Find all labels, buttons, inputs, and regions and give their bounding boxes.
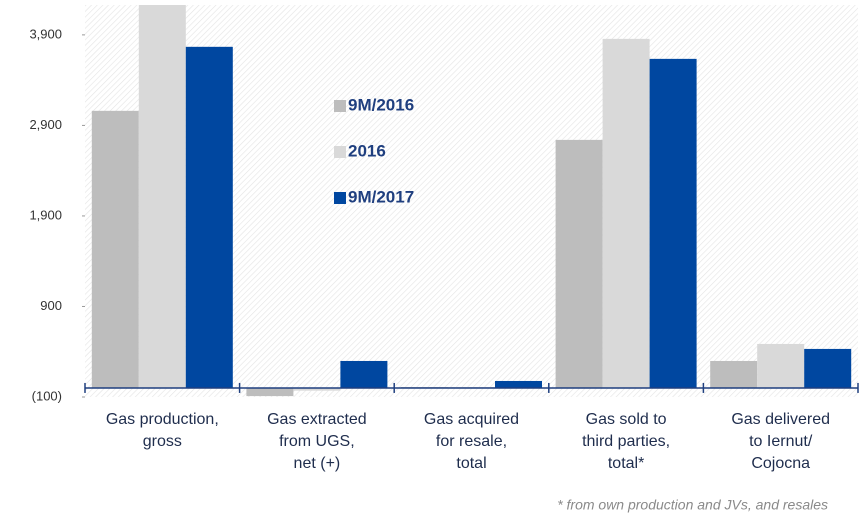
bar [340,360,388,388]
y-tick-label: 900 [40,298,62,313]
y-tick-label: (100) [32,388,62,403]
bar [602,38,650,388]
bar [649,58,697,388]
legend-label: 2016 [348,141,386,160]
legend-label: 9M/2016 [348,95,414,114]
bar [293,387,341,391]
bar [757,343,805,388]
y-tick-label: 3,900 [29,26,62,41]
x-tick-label: to Iernut/ [749,433,813,450]
bar [246,387,294,397]
x-tick-label: total* [608,455,644,472]
x-tick-label: Gas production, [106,411,219,428]
x-tick-label: Gas acquired [424,411,519,428]
y-tick-label: 1,900 [29,207,62,222]
x-tick-label: Gas delivered [731,411,830,428]
x-tick-label: gross [143,433,182,450]
legend-swatch [334,100,346,112]
x-tick-label: third parties, [582,433,670,450]
bar [804,348,852,388]
x-tick-label: Gas sold to [586,411,667,428]
footnote: * from own production and JVs, and resal… [557,497,828,513]
x-tick-label: total [456,455,486,472]
x-tick-label: for resale, [436,433,507,450]
y-tick-label: 2,900 [29,117,62,132]
x-tick-label: Cojocna [751,455,810,472]
legend-swatch [334,192,346,204]
legend-swatch [334,146,346,158]
x-tick-label: from UGS, [279,433,355,450]
bar [91,110,139,388]
bar [495,380,542,388]
bar [138,5,186,388]
bar [710,360,758,388]
bar [185,46,233,388]
x-tick-label: Gas extracted [267,411,367,428]
legend-label: 9M/2017 [348,187,414,206]
x-tick-label: net (+) [294,455,341,472]
bar [555,139,603,388]
